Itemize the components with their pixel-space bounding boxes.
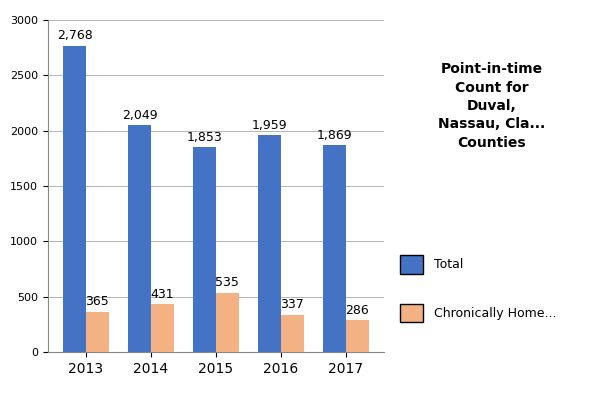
- Bar: [193, 147, 216, 352]
- FancyBboxPatch shape: [400, 255, 423, 274]
- Text: 535: 535: [215, 276, 239, 290]
- Text: 286: 286: [346, 304, 369, 317]
- FancyBboxPatch shape: [400, 304, 423, 322]
- Bar: [128, 125, 151, 352]
- Text: 431: 431: [151, 288, 174, 301]
- Text: 2,768: 2,768: [57, 29, 92, 42]
- Text: 1,853: 1,853: [187, 131, 223, 144]
- Bar: [216, 293, 239, 352]
- Text: 2,049: 2,049: [122, 109, 157, 122]
- Bar: [86, 312, 109, 352]
- Text: Point-in-time
Count for
Duval,
Nassau, Cla...
Counties: Point-in-time Count for Duval, Nassau, C…: [439, 62, 545, 150]
- Text: Total: Total: [434, 258, 464, 271]
- Bar: [281, 315, 304, 352]
- Bar: [63, 46, 86, 352]
- Text: 1,869: 1,869: [317, 129, 352, 142]
- Bar: [151, 304, 174, 352]
- Text: Chronically Home...: Chronically Home...: [434, 307, 557, 320]
- Text: 1,959: 1,959: [252, 119, 287, 132]
- Bar: [346, 320, 369, 352]
- Bar: [323, 145, 346, 352]
- Text: 337: 337: [280, 298, 304, 311]
- Text: 365: 365: [86, 295, 109, 308]
- Bar: [258, 135, 281, 352]
